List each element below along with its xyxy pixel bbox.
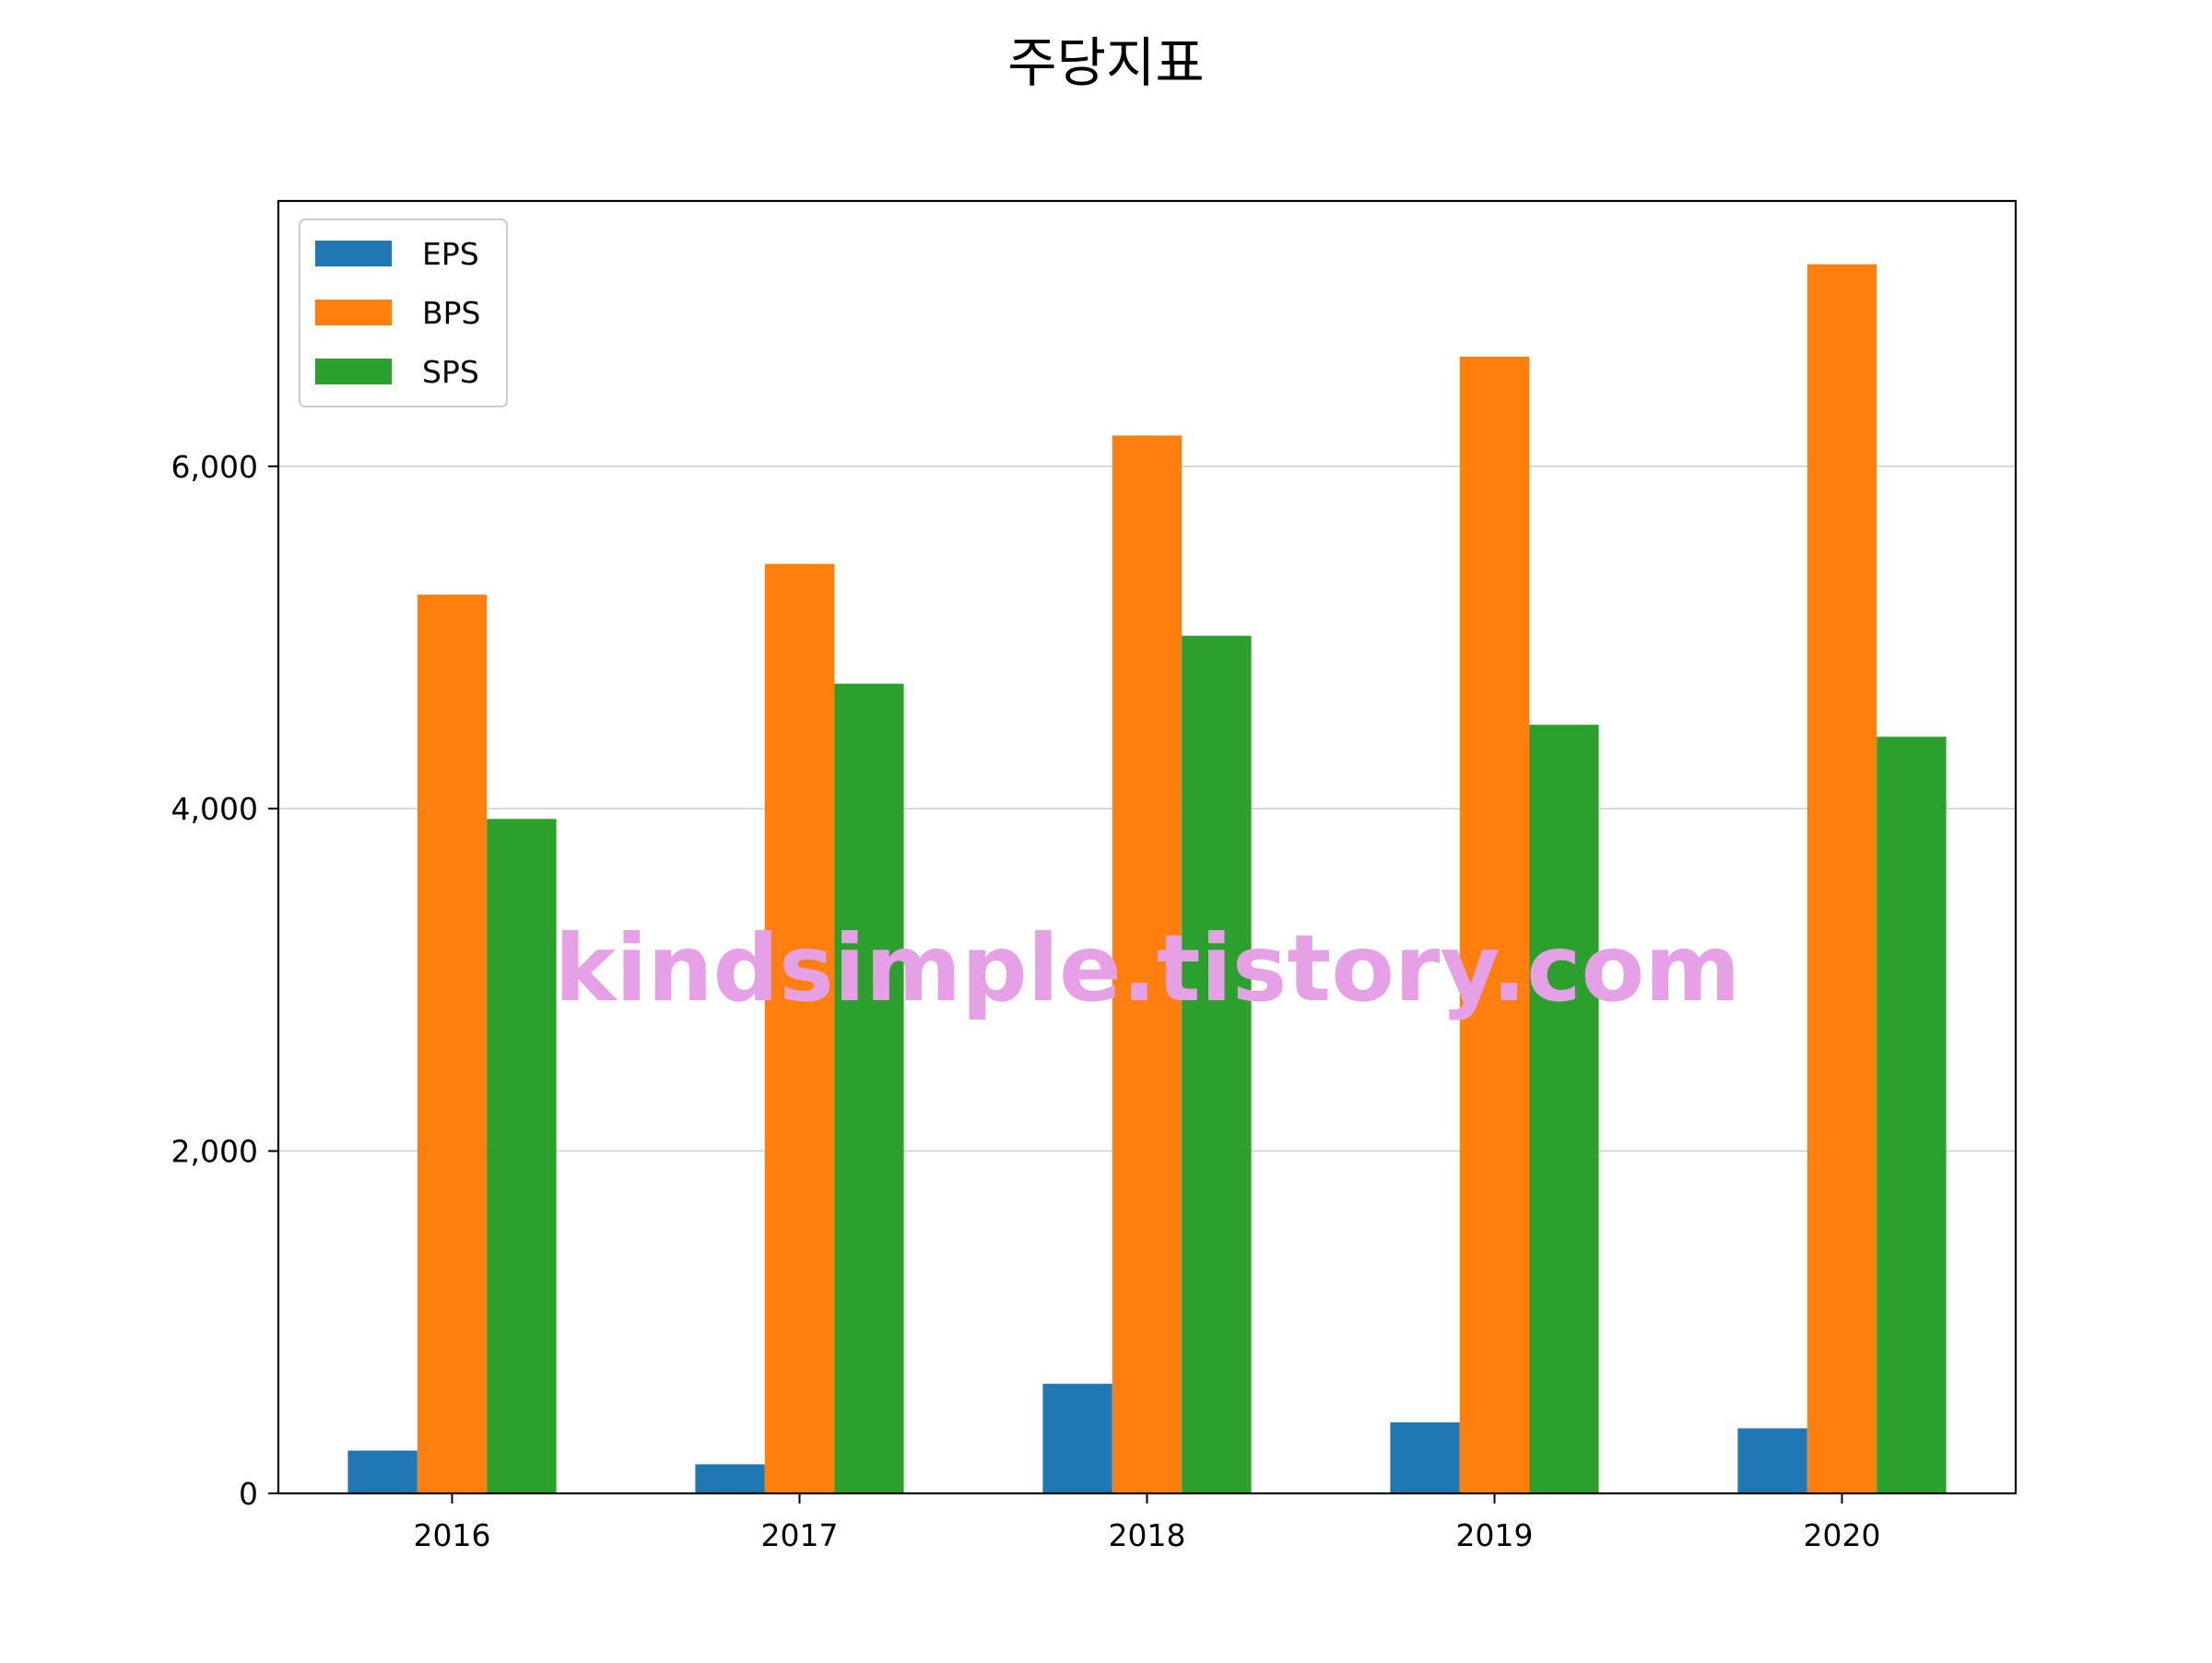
bar-eps-2018 [1042, 1384, 1112, 1493]
plot-frame [276, 199, 2018, 1495]
x-tick-label: 2017 [761, 1517, 839, 1553]
legend-label-sps: SPS [422, 354, 479, 390]
legend-label-eps: EPS [422, 236, 479, 272]
bar-sps-2018 [1182, 635, 1252, 1493]
bar-sps-2020 [1877, 737, 1947, 1493]
bar-eps-2019 [1390, 1421, 1460, 1493]
bar-sps-2017 [834, 683, 904, 1493]
chart-title: 주당지표 [1007, 31, 1204, 94]
watermark-text: kindsimple.tistory.com [555, 914, 1741, 1022]
x-tick-label: 2020 [1804, 1517, 1881, 1553]
legend-swatch-sps [315, 359, 392, 384]
bar-bps-2018 [1112, 435, 1182, 1494]
bar-bps-2017 [764, 563, 835, 1493]
bar-bps-2019 [1459, 356, 1530, 1493]
y-tick-label: 4,000 [171, 791, 258, 827]
x-tick-label: 2018 [1109, 1517, 1186, 1553]
bar-sps-2016 [487, 819, 557, 1493]
legend: EPS BPS SPS [299, 218, 508, 407]
bar-bps-2020 [1806, 264, 1877, 1493]
y-tick-label: 6,000 [171, 449, 258, 485]
legend-label-bps: BPS [422, 295, 481, 331]
x-tick-label: 2016 [414, 1517, 491, 1553]
bar-eps-2016 [347, 1450, 418, 1493]
bar-eps-2017 [695, 1464, 765, 1493]
bar-sps-2019 [1529, 725, 1599, 1493]
legend-swatch-eps [315, 241, 392, 266]
y-tick-label: 0 [239, 1476, 258, 1512]
bar-eps-2020 [1737, 1428, 1807, 1493]
x-tick-label: 2019 [1456, 1517, 1534, 1553]
bars [347, 264, 1947, 1494]
legend-swatch-bps [315, 300, 392, 325]
bar-bps-2016 [417, 595, 488, 1493]
y-tick-label: 2,000 [171, 1134, 258, 1170]
axes: 0 2,000 4,000 6,000 2016 2017 2018 2019 2020 [171, 199, 2018, 1553]
